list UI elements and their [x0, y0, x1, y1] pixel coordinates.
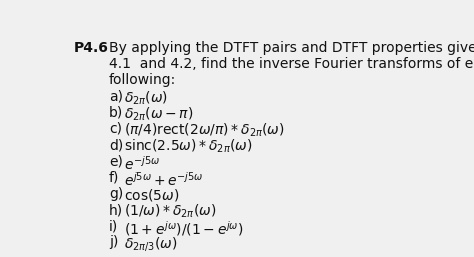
Text: $\mathrm{sinc}(2.5\omega) * \delta_{2\pi}(\omega)$: $\mathrm{sinc}(2.5\omega) * \delta_{2\pi… [124, 138, 252, 155]
Text: $(\pi/4)\mathrm{rect}(2\omega/\pi) * \delta_{2\pi}(\omega)$: $(\pi/4)\mathrm{rect}(2\omega/\pi) * \de… [124, 122, 284, 139]
Text: $e^{j5\omega} + e^{-j5\omega}$: $e^{j5\omega} + e^{-j5\omega}$ [124, 171, 203, 188]
Text: e): e) [109, 154, 123, 168]
Text: g): g) [109, 187, 123, 201]
Text: $(1 + e^{j\omega})/(1 - e^{j\omega})$: $(1 + e^{j\omega})/(1 - e^{j\omega})$ [124, 219, 243, 238]
Text: i): i) [109, 219, 118, 233]
Text: $\delta_{2\pi/3}(\omega)$: $\delta_{2\pi/3}(\omega)$ [124, 235, 177, 253]
Text: 4.1  and 4.2, find the inverse Fourier transforms of each of the: 4.1 and 4.2, find the inverse Fourier tr… [109, 57, 474, 71]
Text: $(1/\omega) * \delta_{2\pi}(\omega)$: $(1/\omega) * \delta_{2\pi}(\omega)$ [124, 203, 216, 221]
Text: b): b) [109, 106, 123, 120]
Text: h): h) [109, 203, 123, 217]
Text: following:: following: [109, 73, 176, 87]
Text: d): d) [109, 138, 123, 152]
Text: $\delta_{2\pi}(\omega)$: $\delta_{2\pi}(\omega)$ [124, 89, 168, 107]
Text: By applying the DTFT pairs and DTFT properties given in Tables: By applying the DTFT pairs and DTFT prop… [109, 41, 474, 55]
Text: f): f) [109, 171, 119, 185]
Text: j): j) [109, 235, 118, 250]
Text: $\delta_{2\pi}(\omega - \pi)$: $\delta_{2\pi}(\omega - \pi)$ [124, 106, 193, 123]
Text: $\cos(5\omega)$: $\cos(5\omega)$ [124, 187, 179, 203]
Text: a): a) [109, 89, 123, 103]
Text: $e^{-j5\omega}$: $e^{-j5\omega}$ [124, 154, 159, 172]
Text: P4.6: P4.6 [74, 41, 109, 55]
Text: c): c) [109, 122, 122, 136]
